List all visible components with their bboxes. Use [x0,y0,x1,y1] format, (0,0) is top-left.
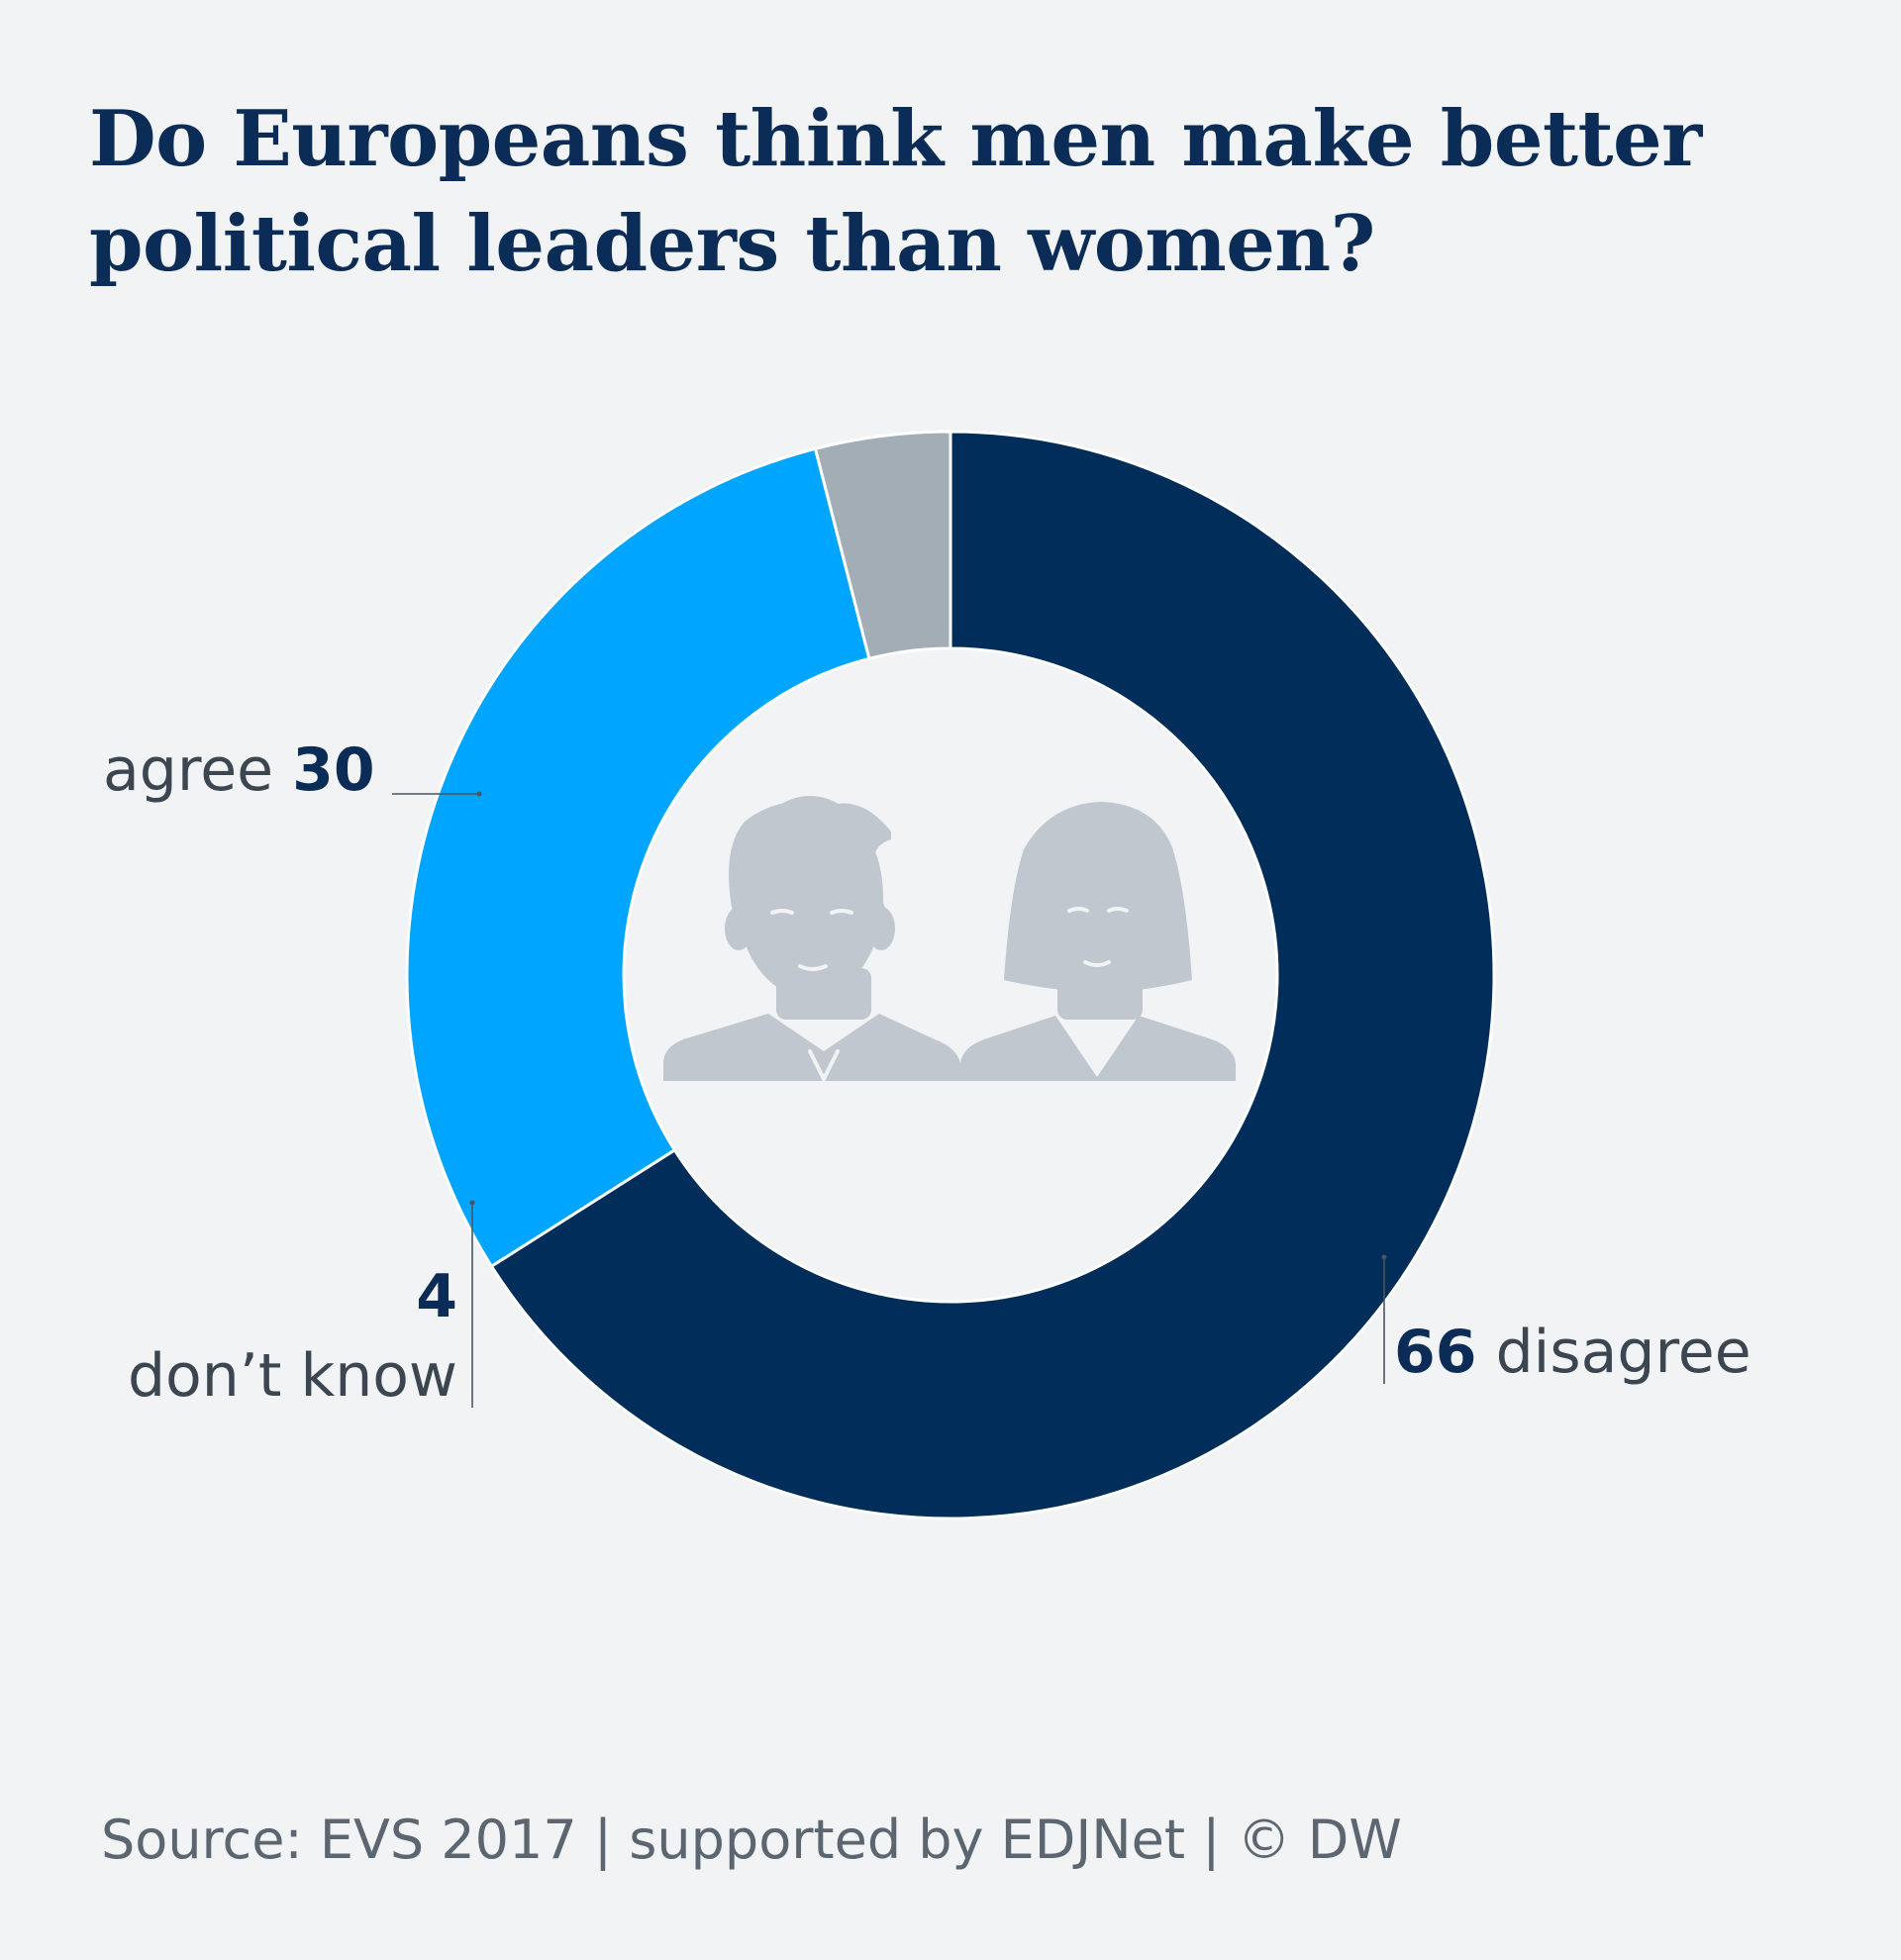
donut-slice-agree [405,446,871,1269]
slice-value-disagree: 66 [1394,1318,1477,1387]
chart-title: Do Europeans think men make better polit… [89,94,1702,289]
leader-dot-agree [476,791,482,797]
woman-icon [960,802,1236,1081]
slice-label-disagree: 66 disagree [1394,1317,1751,1388]
leader-dot-disagree [1381,1254,1387,1260]
slice-value-agree: 30 [292,735,375,805]
man-icon [663,796,960,1081]
slice-label-dontknow-value: 4 [416,1261,457,1332]
leader-dot-dontknow [469,1200,475,1206]
slice-label-dontknow-text: don’t know [127,1341,457,1411]
slice-value-dontknow: 4 [416,1262,457,1331]
slice-label-agree-text: agree [103,735,274,805]
footer-source: Source: EVS 2017 | supported by EDJNet |… [101,1809,1402,1871]
man-and-woman-icon [663,796,1236,1084]
donut-slice-dontknow [813,430,952,661]
donut-slice-disagree [489,430,1496,1520]
slice-label-disagree-text: disagree [1495,1318,1751,1387]
slice-label-agree: agree 30 [103,735,375,806]
